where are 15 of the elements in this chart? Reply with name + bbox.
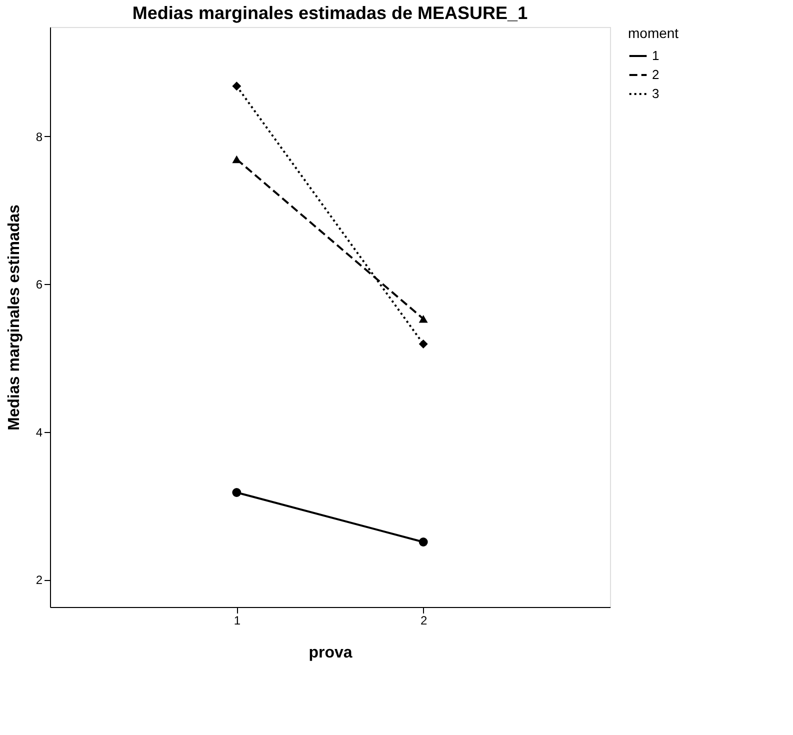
y-tick-label: 4 bbox=[36, 425, 43, 440]
x-axis-title: prova bbox=[308, 644, 352, 662]
y-axis-title: Medias marginales estimadas bbox=[6, 204, 23, 430]
point bbox=[418, 339, 428, 348]
y-tick-label: 2 bbox=[36, 573, 43, 588]
legend-label: 3 bbox=[652, 86, 660, 101]
point bbox=[232, 82, 242, 91]
y-tick-label: 8 bbox=[36, 130, 43, 144]
legend-label: 1 bbox=[652, 48, 660, 63]
point bbox=[418, 538, 428, 546]
y-tick-label: 6 bbox=[36, 278, 43, 292]
legend-label: 2 bbox=[652, 67, 660, 82]
point bbox=[232, 488, 242, 497]
chart-title: Medias marginales estimadas de MEASURE_1 bbox=[132, 3, 528, 23]
legend-title: moment bbox=[628, 25, 679, 41]
